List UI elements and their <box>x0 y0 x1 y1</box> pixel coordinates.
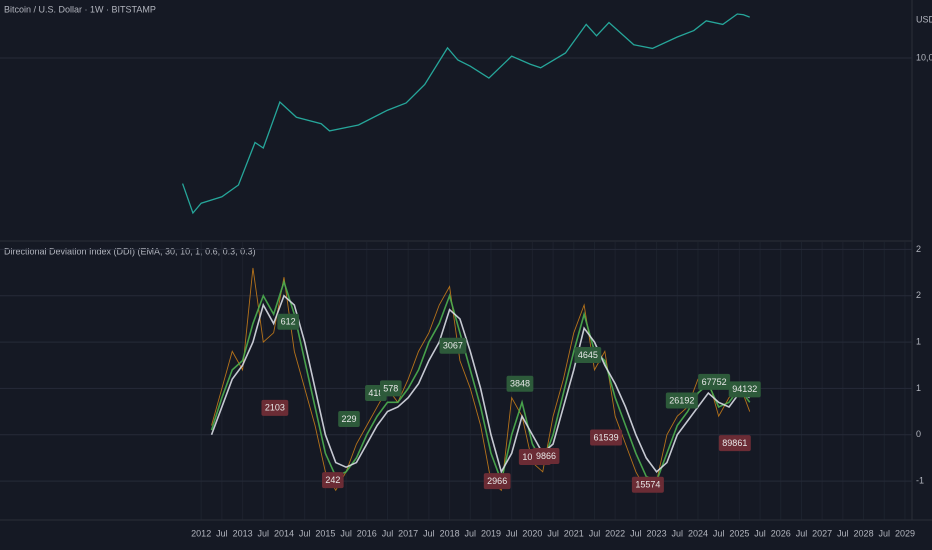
y-tick-label: 0 <box>916 429 921 439</box>
signal-label: 26192 <box>669 395 694 405</box>
indicator-pane-title: Directional Deviation Index (DDI) (EMA, … <box>4 246 256 256</box>
x-tick-label: 2018 <box>440 528 460 538</box>
signal-label: 418 <box>368 388 383 398</box>
signal-label: 2103 <box>265 403 285 413</box>
signal-label-box <box>439 337 467 354</box>
x-tick-label: Jul <box>837 528 849 538</box>
indicator-line <box>210 294 751 474</box>
price-line <box>181 13 750 215</box>
x-tick-label: Jul <box>340 528 352 538</box>
signal-label-box <box>532 448 560 465</box>
x-tick-label: 2025 <box>729 528 749 538</box>
indicator-line <box>210 279 751 484</box>
x-tick-label: 2012 <box>191 528 211 538</box>
x-tick-label: Jul <box>382 528 394 538</box>
x-tick-label: Jul <box>258 528 270 538</box>
signal-label-box <box>338 410 360 427</box>
x-tick-label: Jul <box>796 528 808 538</box>
signal-label: 612 <box>281 317 296 327</box>
signal-label-box <box>277 313 299 330</box>
x-tick-label: Jul <box>465 528 477 538</box>
x-tick-label: Jul <box>589 528 601 538</box>
signal-label-box <box>506 375 534 392</box>
x-tick-label: Jul <box>754 528 766 538</box>
signal-label-box <box>718 435 751 452</box>
x-tick-label: 2023 <box>647 528 667 538</box>
x-tick-label: 2024 <box>688 528 708 538</box>
signal-label: 2966 <box>487 476 507 486</box>
x-tick-label: Jul <box>216 528 228 538</box>
x-tick-label: 2017 <box>398 528 418 538</box>
signal-label-box <box>379 380 402 397</box>
signal-label: 578 <box>383 383 398 393</box>
currency-label: USD <box>916 14 932 24</box>
signal-label-box <box>698 373 731 390</box>
x-tick-label: Jul <box>630 528 642 538</box>
x-tick-label: 2022 <box>605 528 625 538</box>
signal-label-box <box>590 429 623 446</box>
signal-label-box <box>631 476 664 493</box>
signal-label: 3067 <box>443 341 463 351</box>
x-tick-label: 2014 <box>274 528 294 538</box>
signal-label: 61539 <box>594 432 619 442</box>
x-tick-label: Jul <box>299 528 311 538</box>
signal-label: 242 <box>325 475 340 485</box>
x-tick-label: 2020 <box>522 528 542 538</box>
signal-label-box <box>665 392 698 409</box>
x-tick-label: Jul <box>547 528 559 538</box>
x-tick-label: 2015 <box>315 528 335 538</box>
x-tick-label: 2029 <box>895 528 915 538</box>
signal-label: 89861 <box>722 438 747 448</box>
x-tick-label: Jul <box>713 528 725 538</box>
signal-label-box <box>574 347 602 364</box>
signal-label-box <box>261 399 289 416</box>
signal-label: 9866 <box>536 451 556 461</box>
x-tick-label: 2021 <box>564 528 584 538</box>
x-tick-label: Jul <box>423 528 435 538</box>
signal-label-box <box>483 473 511 490</box>
x-tick-label: 2027 <box>812 528 832 538</box>
x-tick-label: 2013 <box>233 528 253 538</box>
y-tick-label: 10,000 <box>916 52 932 62</box>
signal-label-box <box>728 381 761 398</box>
signal-label: 94132 <box>732 384 757 394</box>
x-tick-label: 2028 <box>854 528 874 538</box>
y-tick-label: 1 <box>916 383 921 393</box>
signal-label: 4645 <box>578 350 598 360</box>
y-tick-label: 2 <box>916 290 921 300</box>
x-tick-label: 2026 <box>771 528 791 538</box>
indicator-line <box>211 267 751 492</box>
price-pane-title: Bitcoin / U.S. Dollar · 1W · BITSTAMP <box>4 4 156 14</box>
x-tick-label: 2019 <box>481 528 501 538</box>
signal-label-box <box>322 472 344 489</box>
signal-label: 3848 <box>510 379 530 389</box>
signal-label: 15574 <box>635 480 660 490</box>
signal-label: 229 <box>341 414 356 424</box>
y-tick-label: 2 <box>916 244 921 254</box>
x-tick-label: Jul <box>506 528 518 538</box>
y-tick-label: -1 <box>916 475 924 485</box>
x-tick-label: 2016 <box>357 528 377 538</box>
x-tick-label: Jul <box>879 528 891 538</box>
x-tick-label: Jul <box>672 528 684 538</box>
y-tick-label: 1 <box>916 336 921 346</box>
signal-label: 67752 <box>702 377 727 387</box>
